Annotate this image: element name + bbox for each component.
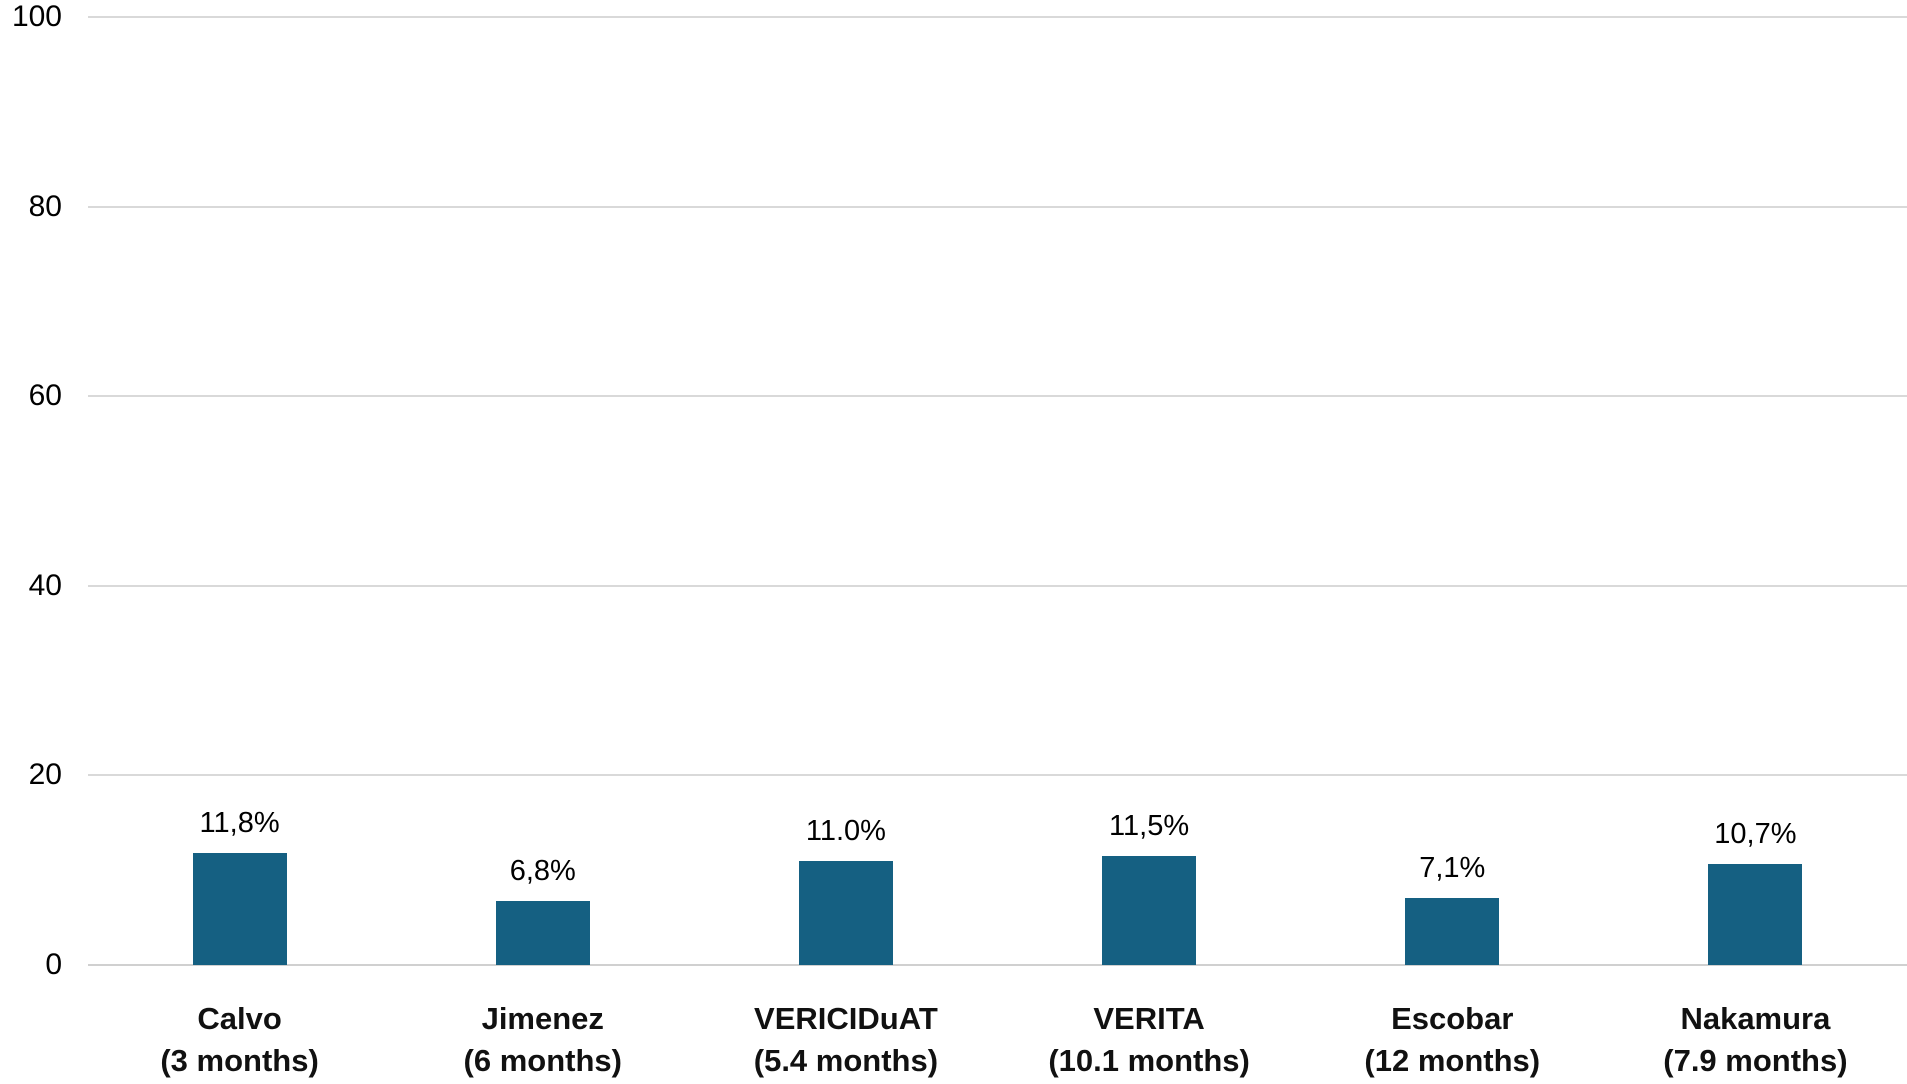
category-duration: (12 months) xyxy=(1364,1043,1541,1078)
category-label: Calvo (3 months) xyxy=(160,998,318,1082)
category-label: VERITA (10.1 months) xyxy=(1048,998,1250,1082)
category-duration: (6 months) xyxy=(463,1043,622,1078)
gridline xyxy=(88,584,1907,587)
gridline xyxy=(88,16,1907,18)
bar-calvo xyxy=(192,853,287,965)
bar-verita xyxy=(1102,855,1197,965)
category-name: Jimenez xyxy=(481,1001,604,1036)
category-label: Escobar (12 months) xyxy=(1364,998,1540,1082)
bar-vericiduat xyxy=(798,860,893,965)
category-duration: (10.1 months) xyxy=(1048,1043,1250,1078)
y-tick-label: 20 xyxy=(28,758,62,792)
category-name: VERICIDuAT xyxy=(754,1001,938,1036)
category-name: Nakamura xyxy=(1680,1001,1831,1036)
y-tick-label: 60 xyxy=(28,379,62,413)
y-tick-label: 40 xyxy=(28,568,62,602)
bar-value-label: 10,7% xyxy=(1714,817,1797,850)
x-axis-line xyxy=(88,964,1907,966)
bar-value-label: 11,8% xyxy=(199,807,280,840)
bar-escobar xyxy=(1405,897,1500,965)
y-tick-label: 80 xyxy=(28,189,62,223)
gridline xyxy=(88,774,1907,777)
bar-value-label: 11,5% xyxy=(1109,809,1190,842)
bar-value-label: 11.0% xyxy=(805,814,886,847)
bar-nakamura xyxy=(1708,863,1803,965)
category-name: Calvo xyxy=(197,1001,282,1036)
bar-jimenez xyxy=(495,900,590,965)
category-label: Nakamura (7.9 months) xyxy=(1663,998,1847,1082)
category-duration: (7.9 months) xyxy=(1663,1043,1848,1078)
bar-value-label: 7,1% xyxy=(1419,851,1486,884)
y-tick-label: 100 xyxy=(11,0,62,33)
category-label: VERICIDuAT (5.4 months) xyxy=(754,998,938,1082)
category-duration: (5.4 months) xyxy=(753,1043,939,1078)
y-tick-label: 0 xyxy=(45,948,62,981)
bar-value-label: 6,8% xyxy=(509,854,576,887)
category-name: Escobar xyxy=(1391,1001,1514,1036)
gridline xyxy=(88,205,1907,208)
category-name: VERITA xyxy=(1093,1001,1205,1036)
gridline xyxy=(88,395,1907,398)
category-duration: (3 months) xyxy=(160,1043,319,1078)
category-label: Jimenez (6 months) xyxy=(464,998,622,1082)
